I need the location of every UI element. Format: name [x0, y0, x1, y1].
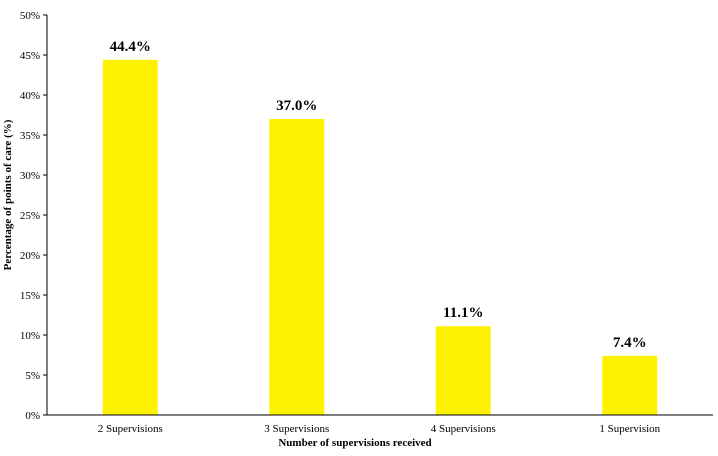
y-axis-title: Percentage of points of care (%): [2, 119, 14, 270]
bar: [602, 355, 658, 415]
y-tick-label: 25%: [20, 210, 40, 222]
y-tick-label: 30%: [20, 170, 40, 182]
bar: [435, 326, 491, 415]
x-axis-ticks: 2 Supervisions 3 Supervisions 4 Supervisio…: [98, 423, 661, 435]
x-tick-label: 3 Supervisions: [264, 423, 329, 435]
bar-data-label: 7.4%: [613, 335, 647, 351]
x-tick-label: 1 Supervision: [599, 423, 660, 435]
data-labels: 44.4% 37.0% 11.1% 7.4%: [110, 39, 647, 351]
y-tick-label: 10%: [20, 330, 40, 342]
x-tick-label: 2 Supervisions: [98, 423, 163, 435]
y-axis-ticks: 0% 5% 10% 15% 20% 25% 30% 35% 40% 45% 50%: [20, 10, 47, 422]
bar-data-label: 44.4%: [110, 39, 151, 55]
bar-data-label: 37.0%: [276, 98, 317, 114]
bar-data-label: 11.1%: [443, 305, 483, 321]
bar-series: [102, 59, 658, 416]
y-tick-label: 20%: [20, 250, 40, 262]
y-tick-label: 15%: [20, 290, 40, 302]
y-tick-label: 5%: [25, 370, 40, 382]
y-tick-label: 50%: [20, 10, 40, 22]
bar: [102, 59, 158, 416]
bar: [269, 119, 325, 415]
y-tick-label: 45%: [20, 50, 40, 62]
y-tick-label: 0%: [25, 410, 40, 422]
x-tick-label: 4 Supervisions: [431, 423, 496, 435]
y-tick-label: 40%: [20, 90, 40, 102]
y-tick-label: 35%: [20, 130, 40, 142]
x-axis-title: Number of supervisions received: [278, 437, 431, 449]
